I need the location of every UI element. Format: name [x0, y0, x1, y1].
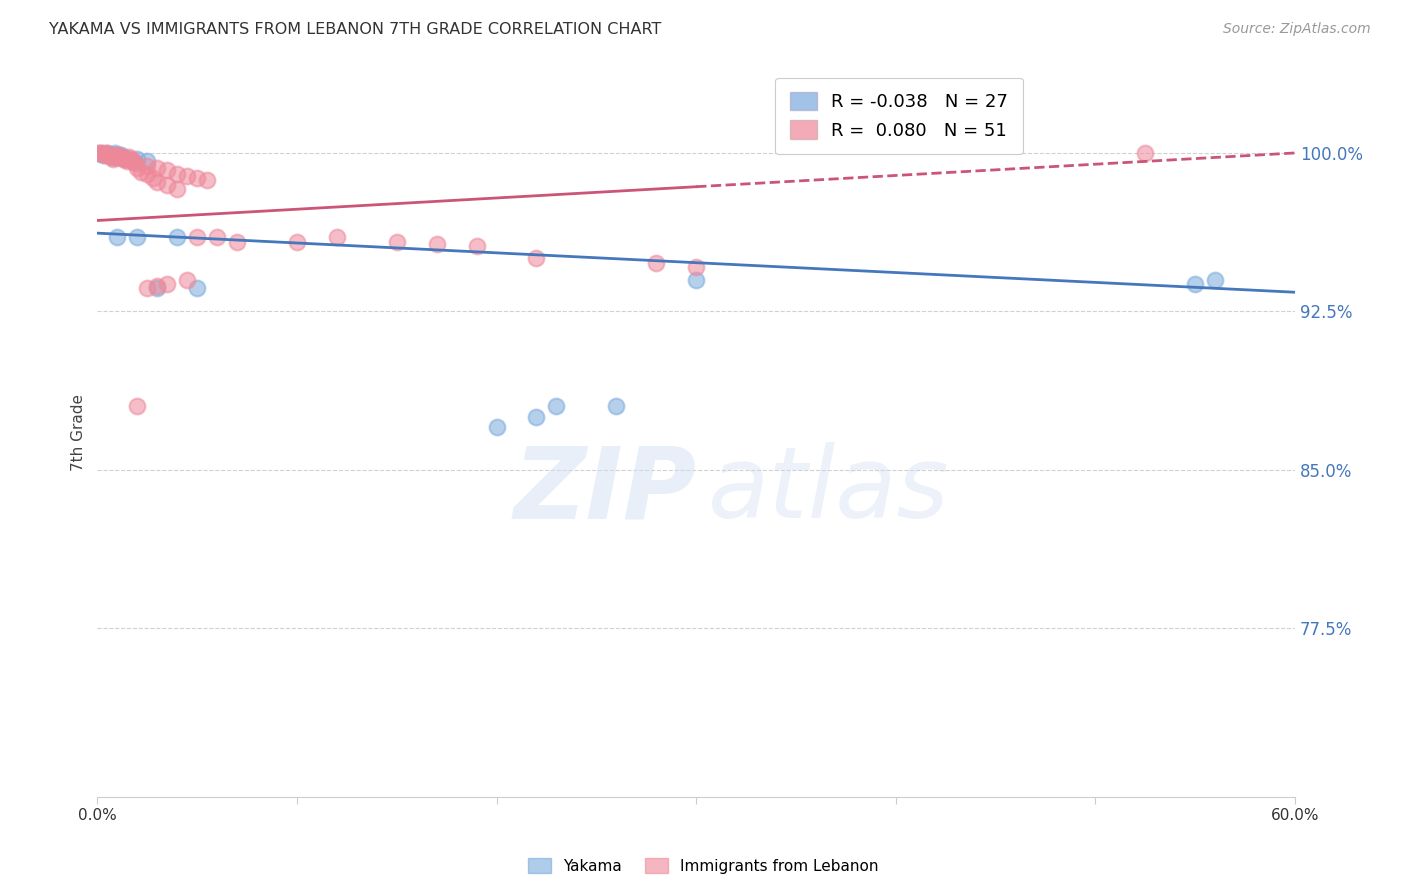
Point: [90, 145, 112, 160]
Point: [146, 279, 169, 293]
Point: [285, 235, 308, 249]
Point: [465, 239, 488, 253]
Point: [127, 153, 149, 167]
Point: [156, 162, 179, 177]
Point: [605, 399, 627, 413]
Point: [685, 272, 707, 286]
Point: [526, 252, 548, 266]
Legend: R = -0.038   N = 27, R =  0.080   N = 51: R = -0.038 N = 27, R = 0.080 N = 51: [775, 78, 1022, 154]
Point: [120, 153, 142, 167]
Point: [205, 230, 228, 244]
Point: [94, 148, 117, 162]
Point: [195, 173, 218, 187]
Point: [176, 169, 198, 183]
Point: [112, 150, 135, 164]
Point: [118, 150, 141, 164]
Point: [122, 154, 145, 169]
Point: [645, 256, 668, 270]
Point: [426, 236, 449, 251]
Point: [89, 145, 111, 160]
Point: [136, 281, 159, 295]
Point: [104, 145, 127, 160]
Point: [146, 281, 169, 295]
Point: [91, 148, 114, 162]
Point: [105, 230, 128, 244]
Point: [326, 230, 349, 244]
Point: [127, 161, 149, 175]
Point: [142, 171, 165, 186]
Point: [112, 153, 135, 167]
Point: [122, 154, 145, 169]
Point: [100, 150, 122, 164]
Point: [105, 150, 128, 164]
Point: [98, 148, 121, 162]
Point: [127, 230, 149, 244]
Point: [117, 154, 139, 169]
Point: [91, 145, 114, 160]
Point: [685, 260, 707, 274]
Text: Source: ZipAtlas.com: Source: ZipAtlas.com: [1223, 22, 1371, 37]
Point: [110, 148, 132, 162]
Point: [546, 399, 568, 413]
Point: [100, 148, 122, 162]
Point: [485, 420, 508, 434]
Legend: Yakama, Immigrants from Lebanon: Yakama, Immigrants from Lebanon: [522, 852, 884, 880]
Point: [526, 409, 548, 424]
Point: [1135, 145, 1157, 160]
Point: [124, 156, 146, 170]
Point: [96, 145, 118, 160]
Point: [166, 167, 188, 181]
Point: [127, 399, 149, 413]
Point: [1184, 277, 1206, 291]
Point: [385, 235, 408, 249]
Point: [108, 150, 131, 164]
Point: [117, 153, 139, 167]
Point: [136, 159, 159, 173]
Point: [156, 277, 179, 291]
Point: [186, 281, 208, 295]
Text: YAKAMA VS IMMIGRANTS FROM LEBANON 7TH GRADE CORRELATION CHART: YAKAMA VS IMMIGRANTS FROM LEBANON 7TH GR…: [49, 22, 662, 37]
Point: [129, 165, 152, 179]
Point: [186, 230, 208, 244]
Point: [103, 153, 125, 167]
Point: [105, 150, 128, 164]
Point: [98, 148, 121, 162]
Point: [103, 150, 125, 164]
Point: [176, 272, 198, 286]
Point: [186, 171, 208, 186]
Text: atlas: atlas: [709, 442, 950, 540]
Point: [108, 148, 131, 162]
Point: [1204, 272, 1226, 286]
Y-axis label: 7th Grade: 7th Grade: [72, 394, 86, 471]
Point: [136, 167, 159, 181]
Text: ZIP: ZIP: [513, 442, 696, 540]
Point: [105, 148, 128, 162]
Point: [104, 148, 127, 162]
Point: [166, 230, 188, 244]
Point: [114, 153, 136, 167]
Point: [136, 154, 159, 169]
Point: [89, 145, 111, 160]
Point: [96, 145, 118, 160]
Point: [166, 182, 188, 196]
Point: [226, 235, 249, 249]
Point: [110, 150, 132, 164]
Point: [146, 161, 169, 175]
Point: [156, 178, 179, 192]
Point: [146, 176, 169, 190]
